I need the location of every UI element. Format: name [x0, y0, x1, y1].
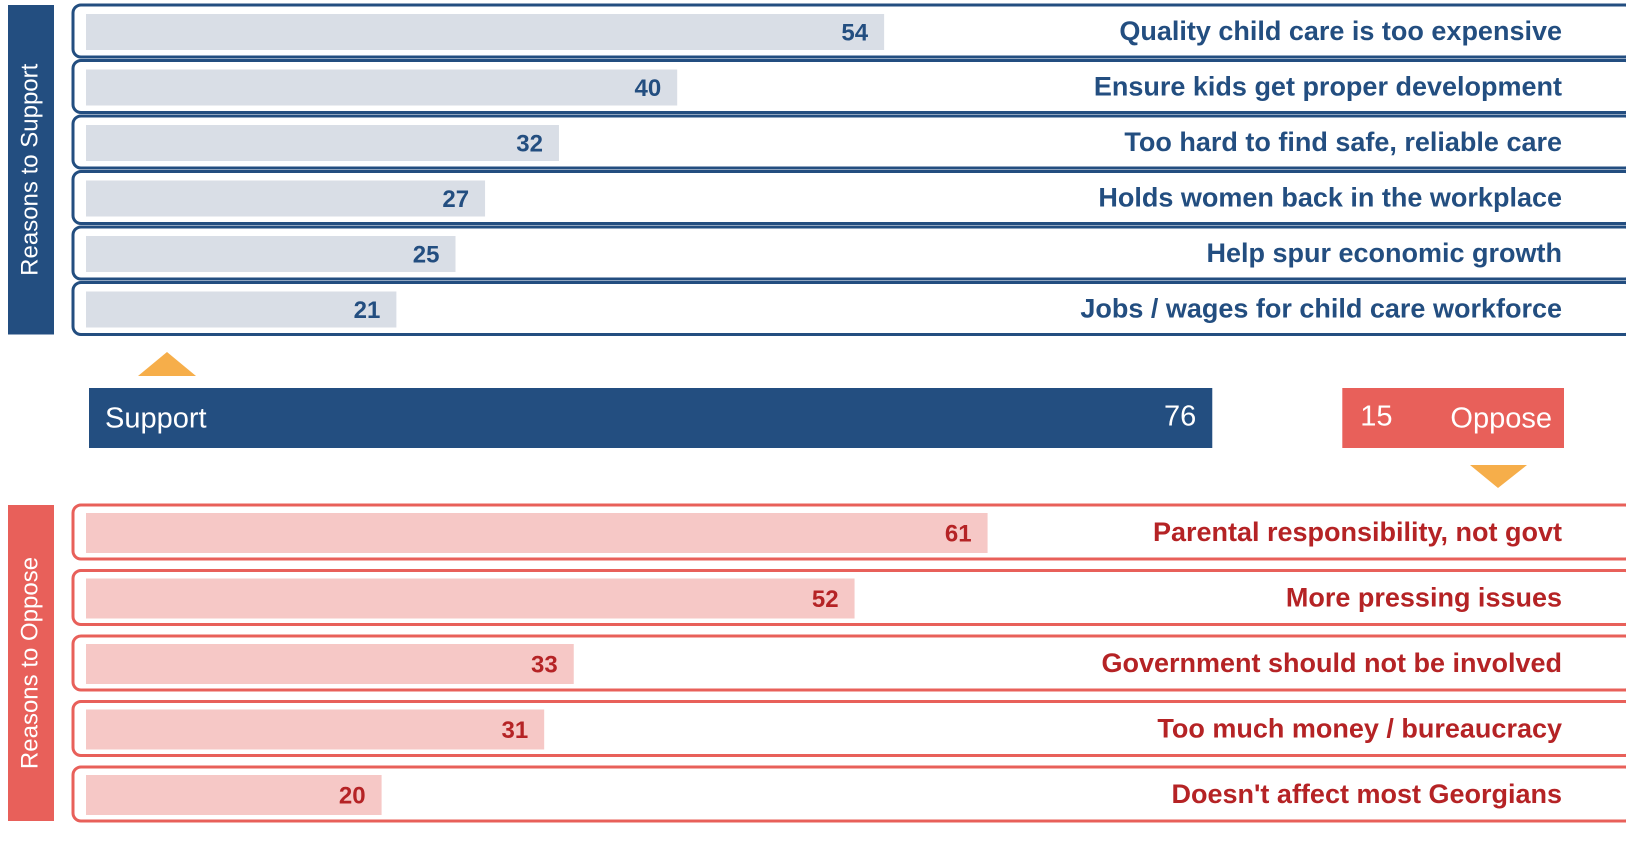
value-label: 20 [339, 782, 366, 809]
category-label: Government should not be involved [1101, 648, 1562, 678]
category-label: Parental responsibility, not govt [1153, 517, 1562, 547]
value-label: 33 [531, 651, 558, 678]
value-label: 25 [413, 241, 440, 268]
category-label: Too much money / bureaucracy [1157, 714, 1562, 744]
value-label: 52 [812, 586, 839, 613]
side-label: Reasons to Oppose [16, 557, 43, 769]
bar [86, 291, 397, 328]
bar [86, 69, 678, 106]
side-label: Reasons to Support [16, 63, 43, 275]
value-label: 27 [442, 186, 469, 213]
row-panel [71, 225, 1626, 281]
bar [86, 513, 988, 553]
value-label: 40 [634, 75, 661, 102]
category-label: Ensure kids get proper development [1094, 72, 1562, 102]
value-label: 32 [516, 130, 543, 157]
bar [86, 775, 382, 815]
support-label: Support [105, 403, 207, 435]
side-label-box [8, 5, 54, 335]
category-label: Holds women back in the workplace [1098, 183, 1562, 213]
bar [86, 644, 574, 684]
category-label: Quality child care is too expensive [1119, 16, 1562, 46]
oppose-arrow [1470, 465, 1527, 488]
support-bar [89, 388, 1213, 448]
support-value: 76 [1164, 401, 1196, 433]
bar [86, 14, 885, 50]
value-label: 31 [501, 717, 528, 744]
value-label: 21 [354, 297, 381, 324]
bar [86, 236, 456, 272]
value-label: 54 [841, 19, 868, 46]
row-panel [71, 765, 1626, 823]
row-panel [71, 281, 1626, 336]
bar [86, 180, 486, 217]
bar [86, 578, 855, 619]
category-label: More pressing issues [1286, 583, 1562, 613]
category-label: Help spur economic growth [1206, 238, 1562, 268]
value-label: 61 [945, 520, 972, 547]
category-label: Jobs / wages for child care workforce [1080, 294, 1562, 324]
oppose-bar [1342, 388, 1564, 448]
oppose-label: Oppose [1450, 403, 1552, 435]
category-label: Doesn't affect most Georgians [1172, 779, 1563, 809]
oppose-value: 15 [1360, 401, 1392, 433]
bar [86, 125, 559, 161]
side-label-box [8, 505, 54, 821]
category-label: Too hard to find safe, reliable care [1124, 127, 1562, 157]
bar [86, 709, 545, 750]
support-arrow [138, 352, 196, 376]
